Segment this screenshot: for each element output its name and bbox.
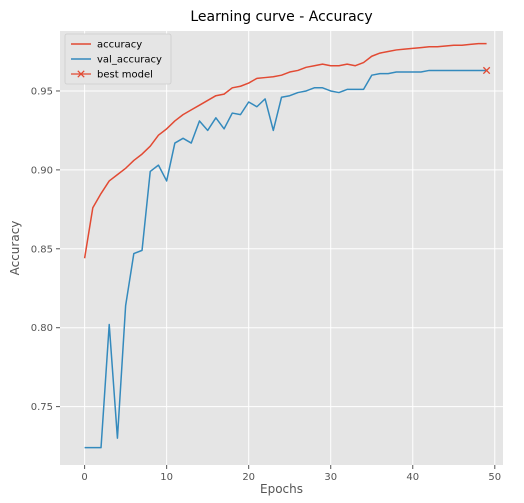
plot-area bbox=[60, 31, 503, 465]
x-tick-label: 0 bbox=[81, 472, 87, 483]
y-tick-label: 0.95 bbox=[31, 86, 53, 97]
tick-labels: 0 10 20 30 40 50 0.75 0.80 0.85 0.90 0.95 bbox=[31, 86, 501, 483]
legend-box bbox=[64, 33, 172, 85]
series-line-accuracy bbox=[83, 42, 487, 259]
x-tick-label: 30 bbox=[324, 472, 337, 483]
series-layer bbox=[83, 42, 491, 449]
x-tick-label: 10 bbox=[160, 472, 173, 483]
x-tick-label: 50 bbox=[488, 472, 501, 483]
y-axis-label: Accuracy bbox=[8, 221, 22, 276]
y-tick-label: 0.80 bbox=[31, 323, 53, 334]
y-tick-label: 0.90 bbox=[31, 165, 53, 176]
y-tick-label: 0.85 bbox=[31, 244, 53, 255]
x-tick-label: 20 bbox=[242, 472, 255, 483]
y-tick-label: 0.75 bbox=[31, 402, 53, 413]
legend-label-best-model: best model bbox=[97, 70, 153, 81]
legend-label-val-accuracy: val_accuracy bbox=[97, 55, 162, 66]
legend-marker-x bbox=[77, 70, 85, 78]
chart-title: Learning curve - Accuracy bbox=[190, 9, 372, 25]
series-line-val-accuracy bbox=[84, 69, 487, 449]
legend-label-accuracy: accuracy bbox=[97, 40, 142, 51]
x-axis-label: Epochs bbox=[260, 482, 303, 496]
best-model-marker bbox=[482, 66, 491, 75]
x-tick-label: 40 bbox=[406, 472, 419, 483]
